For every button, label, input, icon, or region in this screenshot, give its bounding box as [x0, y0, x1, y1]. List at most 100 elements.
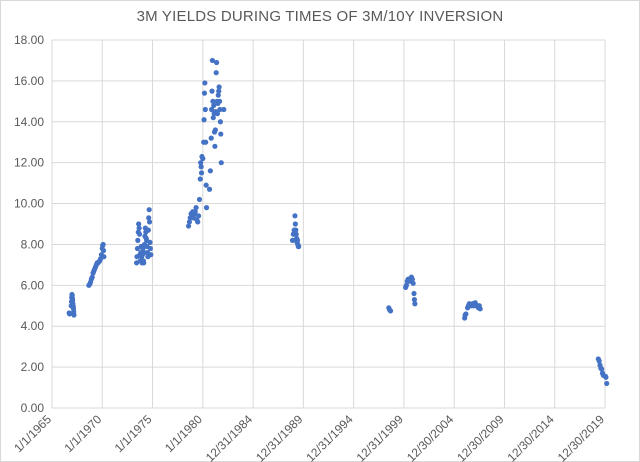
data-point [203, 205, 210, 211]
x-tick-label: 12/31/1994 [303, 412, 356, 462]
data-point [201, 117, 207, 123]
data-point [599, 366, 605, 372]
data-point [197, 176, 203, 182]
data-point [477, 306, 483, 312]
x-tick-label: 12/30/2019 [555, 412, 608, 462]
data-point [214, 111, 221, 117]
x-tick-label: 12/30/2014 [504, 412, 557, 462]
y-tick-label: 12.00 [14, 156, 44, 170]
data-point [136, 231, 143, 237]
data-point [215, 92, 221, 98]
data-point [136, 221, 142, 227]
data-point [211, 102, 217, 109]
data-point [206, 186, 213, 192]
data-point [200, 155, 206, 162]
x-tick-label: 12/31/1989 [253, 412, 306, 462]
data-point [148, 252, 154, 258]
data-point [209, 57, 216, 64]
x-tick-label: 12/30/2004 [404, 412, 457, 462]
data-point [208, 135, 214, 141]
data-point [207, 168, 213, 174]
data-point [136, 225, 142, 231]
data-point [140, 245, 146, 252]
data-point [213, 59, 220, 66]
data-point [387, 308, 394, 314]
data-point [196, 213, 202, 219]
data-point [135, 237, 141, 243]
data-point [185, 223, 192, 229]
y-tick-label: 2.00 [21, 360, 45, 374]
y-tick-label: 0.00 [21, 401, 45, 415]
data-point [296, 243, 302, 250]
data-point [412, 301, 418, 307]
y-tick-label: 8.00 [21, 237, 45, 251]
y-tick-label: 4.00 [21, 319, 45, 333]
data-point [198, 160, 204, 166]
y-tick-label: 6.00 [21, 278, 45, 292]
data-point [293, 227, 299, 233]
data-point [603, 374, 609, 380]
data-point [410, 280, 416, 286]
y-tick-label: 10.00 [14, 197, 44, 211]
data-point [210, 98, 216, 104]
data-point [198, 164, 204, 170]
data-point [202, 80, 208, 86]
y-tick-label: 14.00 [14, 115, 44, 129]
data-point [217, 106, 223, 113]
data-point [66, 311, 73, 317]
data-point [193, 205, 199, 211]
data-point [411, 297, 417, 303]
y-tick-label: 18.00 [14, 33, 44, 47]
data-point [202, 106, 208, 113]
data-point [216, 84, 222, 90]
x-tick-label: 1/1/1965 [11, 412, 54, 455]
data-point [100, 247, 107, 254]
data-point [411, 290, 417, 297]
data-point [101, 254, 107, 260]
data-point [213, 70, 219, 76]
data-point [201, 90, 208, 96]
data-point [218, 131, 224, 137]
data-point [203, 182, 209, 188]
data-point [604, 380, 610, 387]
data-point [596, 358, 602, 364]
data-point [294, 237, 301, 243]
data-point [141, 260, 147, 266]
data-point [292, 221, 298, 227]
data-point [217, 119, 224, 125]
data-point [409, 276, 415, 282]
data-point [463, 311, 469, 317]
data-point [146, 219, 153, 225]
data-point [71, 312, 77, 318]
data-point [147, 245, 153, 252]
x-tick-label: 12/31/1999 [354, 412, 407, 462]
data-point [147, 239, 153, 245]
data-point [209, 88, 215, 94]
data-point [212, 143, 218, 149]
data-point [289, 237, 296, 243]
x-tick-label: 1/1/1975 [112, 412, 155, 455]
data-point [218, 160, 224, 166]
data-point [195, 219, 201, 225]
data-point [196, 196, 203, 203]
data-point [198, 170, 205, 176]
data-point [192, 209, 198, 215]
y-tick-label: 16.00 [14, 74, 44, 88]
data-point [145, 227, 151, 233]
x-tick-label: 12/31/1984 [203, 412, 256, 462]
data-point [100, 241, 106, 248]
data-point [89, 274, 95, 280]
data-point [292, 213, 298, 219]
x-tick-label: 12/30/2009 [454, 412, 507, 462]
data-point [186, 219, 193, 225]
data-point [293, 231, 299, 237]
data-point [209, 106, 215, 113]
x-tick-label: 1/1/1970 [61, 412, 104, 455]
data-point [403, 282, 410, 288]
data-point [212, 127, 218, 133]
data-point [216, 98, 223, 104]
data-point [146, 207, 152, 213]
data-point [203, 139, 209, 145]
